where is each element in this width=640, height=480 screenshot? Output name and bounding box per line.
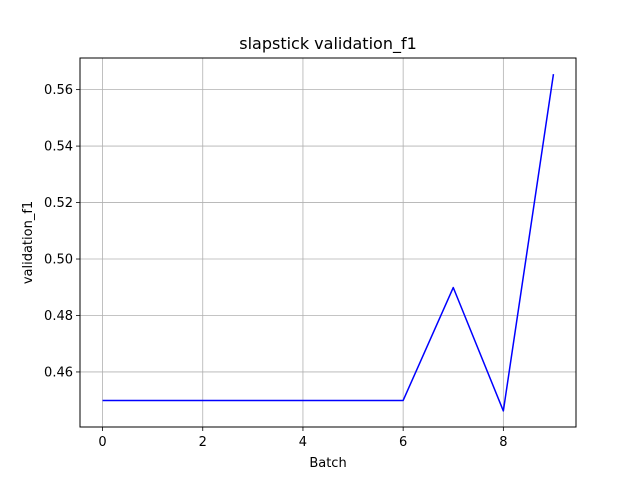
chart-title: slapstick validation_f1 bbox=[239, 34, 417, 54]
y-tick-label: 0.52 bbox=[44, 196, 73, 211]
y-tick-label: 0.46 bbox=[44, 365, 73, 380]
y-tick-label: 0.56 bbox=[44, 83, 73, 98]
series-layer bbox=[102, 73, 555, 412]
grid bbox=[80, 58, 576, 427]
y-tick-label: 0.48 bbox=[44, 309, 73, 324]
y-tick-label: 0.50 bbox=[44, 253, 73, 268]
x-tick-label: 8 bbox=[499, 435, 507, 450]
x-tick-label: 0 bbox=[98, 435, 106, 450]
x-axis-label: Batch bbox=[309, 456, 346, 471]
y-axis-label: validation_f1 bbox=[21, 201, 36, 284]
y-tick-label: 0.54 bbox=[44, 140, 73, 155]
series-line bbox=[102, 73, 555, 412]
x-tick-label: 6 bbox=[399, 435, 407, 450]
plot-frame bbox=[79, 57, 577, 428]
x-tick-label: 2 bbox=[199, 435, 207, 450]
ticks: 0 2 4 6 8 0.46 0.48 0.50 0.52 0.54 0.56 bbox=[44, 83, 507, 450]
x-tick-label: 4 bbox=[299, 435, 307, 450]
